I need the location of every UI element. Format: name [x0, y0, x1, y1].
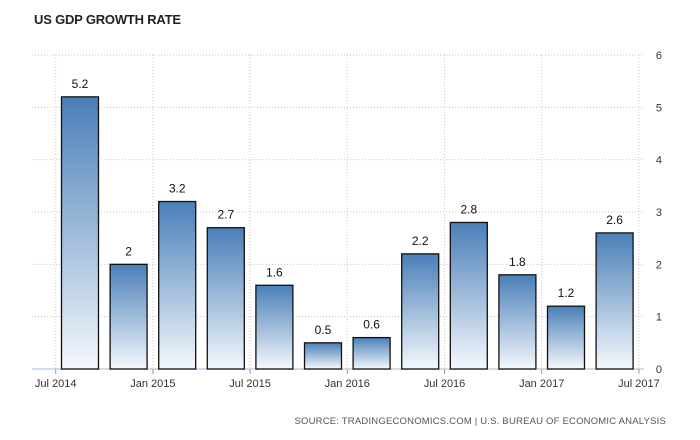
x-tick-label: Jul 2014	[35, 378, 77, 390]
bar	[158, 200, 197, 370]
data-label: 2.6	[606, 213, 623, 227]
x-tick-label: Jul 2015	[229, 378, 271, 390]
y-tick-label: 4	[656, 155, 662, 167]
bar	[546, 305, 586, 370]
y-tick-label: 6	[656, 50, 662, 62]
bar	[255, 284, 294, 370]
bar	[449, 221, 488, 370]
data-label: 1.6	[266, 265, 283, 279]
y-tick-label: 3	[656, 207, 662, 219]
bars	[60, 96, 634, 370]
x-tick-label: Jan 2016	[325, 378, 370, 390]
x-tick-label: Jul 2017	[618, 378, 660, 390]
y-tick-label: 2	[656, 259, 662, 271]
x-tick-label: Jan 2017	[519, 378, 564, 390]
data-label: 2.7	[217, 208, 234, 222]
chart-title: US GDP GROWTH RATE	[34, 12, 181, 27]
bar	[206, 227, 245, 370]
bar	[109, 263, 148, 370]
bar	[352, 336, 391, 370]
source-note: SOURCE: TRADINGECONOMICS.COM | U.S. BURE…	[294, 416, 666, 427]
bar	[595, 232, 634, 370]
y-tick-label: 0	[656, 364, 662, 376]
y-tick-label: 1	[656, 312, 662, 324]
data-label: 2.2	[412, 234, 429, 248]
x-axis-ticks: Jul 2014 Jan 2015 Jul 2015 Jan 2016 Jul 2016…	[35, 369, 660, 390]
data-label: 5.2	[72, 77, 89, 91]
y-axis-ticks: 0 1 2 3 4 5 6	[656, 50, 662, 376]
data-label: 0.5	[315, 323, 332, 337]
data-label: 0.6	[363, 318, 380, 332]
value-labels: 5.2 2 3.2 2.7 1.6 0.5 0.6 2.2 2.8 1.8 1.2 2.6	[72, 77, 624, 337]
bar	[401, 253, 440, 370]
data-label: 3.2	[169, 182, 186, 196]
bar	[60, 96, 100, 370]
bar	[498, 274, 537, 370]
data-label: 2.8	[460, 202, 477, 216]
data-label: 1.2	[558, 286, 575, 300]
bar	[303, 342, 343, 370]
x-tick-label: Jul 2016	[424, 378, 466, 390]
data-label: 2	[125, 244, 132, 258]
x-tick-label: Jan 2015	[130, 378, 175, 390]
data-label: 1.8	[509, 255, 526, 269]
y-tick-label: 5	[656, 102, 662, 114]
